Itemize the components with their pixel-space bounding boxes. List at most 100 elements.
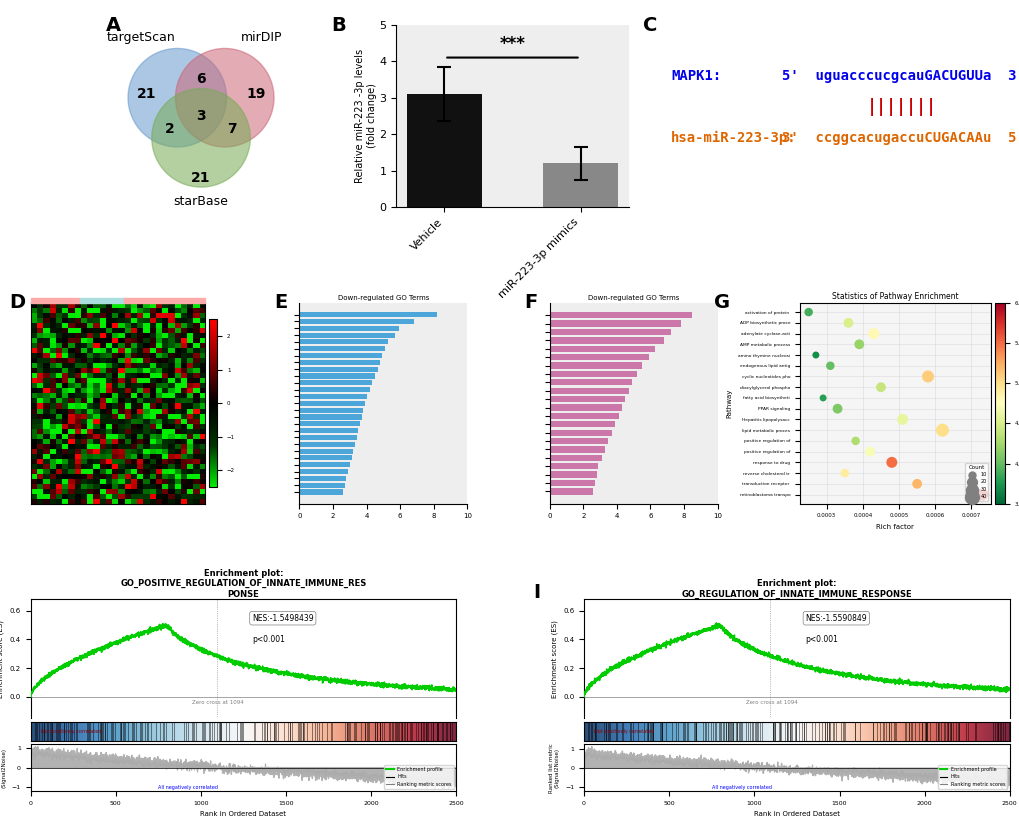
Bar: [111, 298, 117, 303]
Text: hsa-miR-223-3p:: hsa-miR-223-3p:: [671, 131, 796, 145]
Bar: [300, 475, 346, 481]
Bar: [542, 163, 618, 207]
Bar: [300, 448, 353, 454]
Text: All negatively correlated: All negatively correlated: [711, 784, 771, 789]
Legend: Enrichment profile, Hits, Ranking metric scores: Enrichment profile, Hits, Ranking metric…: [936, 765, 1007, 789]
Bar: [300, 421, 360, 426]
Text: D: D: [9, 293, 25, 312]
Point: [861, 445, 877, 458]
Text: MAPK1:: MAPK1:: [671, 69, 720, 82]
Text: G: G: [713, 293, 730, 312]
Bar: [186, 298, 193, 303]
Bar: [300, 462, 350, 467]
Legend: Enrichment profile, Hits, Ranking metric scores: Enrichment profile, Hits, Ranking metric…: [384, 765, 453, 789]
Y-axis label: Enrichment score (ES): Enrichment score (ES): [0, 620, 4, 698]
Text: p<0.001: p<0.001: [805, 635, 838, 644]
Text: starBase: starBase: [173, 195, 228, 208]
Bar: [143, 298, 149, 303]
Title: Down-regulated GO Terms: Down-regulated GO Terms: [587, 295, 679, 302]
Bar: [549, 379, 632, 386]
Point: [872, 381, 889, 394]
Bar: [300, 325, 398, 331]
Bar: [549, 363, 641, 368]
Text: Not positively correlated: Not positively correlated: [41, 728, 101, 733]
Point: [814, 391, 830, 405]
Bar: [137, 298, 143, 303]
Legend: 10, 20, 30, 40: 10, 20, 30, 40: [964, 462, 987, 501]
Bar: [549, 480, 594, 486]
Bar: [549, 321, 680, 327]
Point: [800, 306, 816, 319]
Text: 5'  uguacccucgcauGACUGUUa  3': 5' uguacccucgcauGACUGUUa 3': [781, 69, 1019, 82]
Bar: [43, 298, 49, 303]
Bar: [549, 371, 637, 377]
Bar: [549, 354, 648, 360]
Bar: [68, 298, 74, 303]
Bar: [87, 298, 93, 303]
Bar: [49, 298, 55, 303]
Text: E: E: [274, 293, 287, 312]
Bar: [300, 312, 437, 317]
Bar: [549, 413, 618, 419]
Text: I: I: [533, 583, 540, 602]
Point: [882, 456, 899, 469]
Text: 3'  ccggcacugaccuCUGACAAu  5': 3' ccggcacugaccuCUGACAAu 5': [781, 131, 1019, 145]
Y-axis label: Ranked list metric
(Signal2Noise): Ranked list metric (Signal2Noise): [0, 743, 6, 793]
Point: [933, 424, 950, 437]
Text: A: A: [106, 16, 121, 35]
Text: mirDIP: mirDIP: [240, 31, 281, 44]
Bar: [155, 298, 161, 303]
Y-axis label: Relative miR-223 -3p levels
(fold change): Relative miR-223 -3p levels (fold change…: [355, 49, 376, 183]
Bar: [549, 429, 611, 436]
Point: [973, 488, 989, 501]
Bar: [300, 414, 362, 419]
Point: [850, 338, 866, 351]
Title: Enrichment plot:
GO_POSITIVE_REGULATION_OF_INNATE_IMMUNE_RES
PONSE: Enrichment plot: GO_POSITIVE_REGULATION_…: [120, 569, 366, 599]
Point: [836, 466, 852, 480]
X-axis label: Rich factor: Rich factor: [875, 524, 913, 530]
Bar: [300, 346, 385, 351]
Bar: [300, 400, 365, 406]
Bar: [549, 405, 622, 410]
Bar: [199, 298, 205, 303]
Point: [821, 359, 838, 372]
Bar: [300, 353, 381, 358]
Text: NES:-1.5498439: NES:-1.5498439: [252, 614, 313, 623]
Bar: [300, 387, 370, 392]
Bar: [300, 394, 366, 399]
Bar: [300, 469, 347, 474]
Circle shape: [175, 49, 274, 147]
Text: p<0.001: p<0.001: [252, 635, 284, 644]
Bar: [549, 455, 601, 461]
Bar: [117, 298, 124, 303]
Text: F: F: [524, 293, 537, 312]
Text: 19: 19: [246, 87, 265, 101]
Circle shape: [152, 89, 250, 187]
Text: Zero cross at 1094: Zero cross at 1094: [193, 700, 244, 705]
Y-axis label: Enrichment score (ES): Enrichment score (ES): [550, 620, 557, 698]
Bar: [549, 387, 628, 394]
Bar: [300, 408, 363, 413]
Text: NES:-1.5590849: NES:-1.5590849: [805, 614, 866, 623]
Text: 21: 21: [137, 87, 156, 101]
Point: [919, 370, 935, 383]
Bar: [31, 298, 37, 303]
Bar: [300, 381, 371, 386]
Point: [840, 316, 856, 330]
Bar: [93, 298, 99, 303]
Title: Down-regulated GO Terms: Down-regulated GO Terms: [337, 295, 429, 302]
Text: All negatively correlated: All negatively correlated: [158, 784, 218, 789]
Title: Statistics of Pathway Enrichment: Statistics of Pathway Enrichment: [832, 292, 958, 301]
Y-axis label: Pathway: Pathway: [726, 389, 732, 418]
Point: [908, 477, 924, 490]
Point: [807, 349, 823, 362]
Text: ***: ***: [499, 35, 525, 54]
Bar: [167, 298, 173, 303]
X-axis label: Rank in Ordered Dataset: Rank in Ordered Dataset: [201, 812, 286, 817]
Text: 7: 7: [227, 122, 236, 136]
Bar: [549, 337, 663, 344]
Text: 6: 6: [196, 73, 206, 87]
Point: [828, 402, 845, 415]
Bar: [549, 396, 625, 402]
Bar: [124, 298, 130, 303]
